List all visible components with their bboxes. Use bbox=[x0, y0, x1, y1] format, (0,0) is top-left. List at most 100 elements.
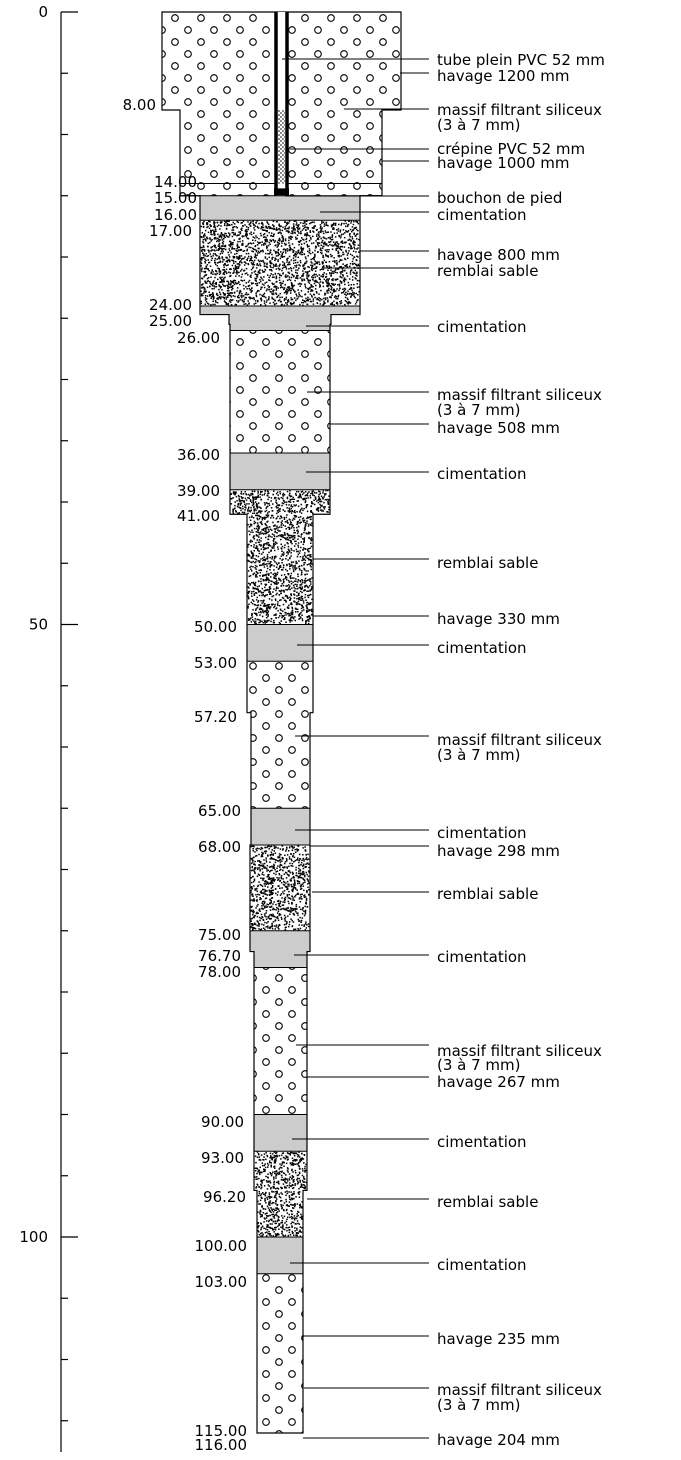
sand-grain bbox=[268, 917, 270, 919]
sand-grain bbox=[252, 532, 254, 534]
sand-grain bbox=[252, 848, 254, 850]
sand-grain bbox=[217, 297, 219, 299]
sand-grain bbox=[258, 854, 260, 856]
sand-grain bbox=[259, 585, 261, 587]
sand-grain bbox=[306, 274, 308, 276]
sand-grain bbox=[298, 876, 300, 878]
sand-grain bbox=[257, 530, 259, 532]
sand-grain bbox=[299, 865, 301, 867]
sand-grain bbox=[264, 493, 266, 495]
sand-grain bbox=[268, 299, 270, 301]
sand-grain bbox=[330, 238, 332, 240]
sand-grain bbox=[273, 622, 275, 624]
sand-grain bbox=[297, 521, 299, 523]
sand-grain bbox=[305, 623, 307, 625]
sand-grain bbox=[295, 578, 297, 580]
sand-grain bbox=[275, 575, 277, 577]
sand-grain bbox=[276, 493, 278, 495]
sand-grain bbox=[239, 241, 241, 243]
sand-grain bbox=[285, 850, 287, 852]
sand-grain bbox=[280, 293, 282, 295]
sand-grain bbox=[277, 912, 279, 914]
sand-grain bbox=[296, 604, 298, 606]
sand-grain bbox=[347, 258, 349, 260]
sand-grain bbox=[273, 582, 275, 584]
sand-grain bbox=[322, 497, 324, 499]
sand-grain bbox=[262, 868, 264, 870]
sand-grain bbox=[340, 231, 342, 233]
sand-grain bbox=[305, 229, 307, 231]
sand-grain bbox=[272, 274, 274, 276]
sand-grain bbox=[297, 588, 299, 590]
sand-grain bbox=[349, 278, 351, 280]
sand-grain bbox=[291, 510, 293, 512]
sand-grain bbox=[272, 897, 274, 899]
sand-grain bbox=[229, 248, 231, 250]
sand-grain bbox=[274, 531, 276, 533]
sand-grain bbox=[285, 909, 287, 911]
sand-grain bbox=[275, 264, 277, 266]
sand-grain bbox=[294, 601, 296, 603]
sand-grain bbox=[270, 561, 272, 563]
sand-grain bbox=[274, 303, 276, 305]
sand-grain bbox=[296, 238, 298, 240]
sand-grain bbox=[267, 547, 269, 549]
sand-grain bbox=[264, 915, 266, 917]
sand-grain bbox=[214, 249, 216, 251]
sand-grain bbox=[269, 563, 271, 565]
sand-grain bbox=[307, 251, 309, 253]
sand-grain bbox=[322, 255, 324, 257]
sand-grain bbox=[281, 497, 283, 499]
sand-grain bbox=[288, 901, 290, 903]
sand-grain bbox=[287, 915, 289, 917]
sand-grain bbox=[245, 498, 247, 500]
sand-grain bbox=[271, 882, 273, 884]
sand-grain bbox=[281, 897, 283, 899]
sand-grain bbox=[291, 884, 293, 886]
sand-grain bbox=[295, 541, 297, 543]
sand-grain bbox=[259, 608, 261, 610]
sand-grain bbox=[301, 874, 303, 876]
sand-grain bbox=[260, 250, 262, 252]
sand-grain bbox=[278, 903, 280, 905]
sand-grain bbox=[351, 294, 353, 296]
sand-grain bbox=[318, 231, 320, 233]
sand-grain bbox=[297, 576, 299, 578]
sand-grain bbox=[246, 253, 248, 255]
sand-grain bbox=[292, 897, 294, 899]
sand-grain bbox=[204, 268, 206, 270]
sand-grain bbox=[257, 300, 259, 302]
sand-grain bbox=[304, 582, 306, 584]
sand-grain bbox=[207, 287, 209, 289]
sand-grain bbox=[355, 227, 357, 229]
sand-grain bbox=[264, 547, 266, 549]
sand-grain bbox=[265, 297, 267, 299]
sand-grain bbox=[266, 573, 268, 575]
sand-grain bbox=[240, 500, 242, 502]
sand-grain bbox=[322, 263, 324, 265]
sand-grain bbox=[259, 620, 261, 622]
sand-grain bbox=[252, 587, 254, 589]
sand-grain bbox=[204, 250, 206, 252]
sand-grain bbox=[214, 234, 216, 236]
sand-grain bbox=[293, 587, 295, 589]
sand-grain bbox=[275, 292, 277, 294]
sand-grain bbox=[234, 292, 236, 294]
sand-grain bbox=[278, 224, 280, 226]
sand-grain bbox=[240, 299, 242, 301]
sand-grain bbox=[307, 580, 309, 582]
sand-grain bbox=[357, 280, 359, 282]
sand-grain bbox=[283, 904, 285, 906]
sand-grain bbox=[223, 281, 225, 283]
sand-grain bbox=[251, 582, 253, 584]
sand-grain bbox=[288, 240, 290, 242]
sand-grain bbox=[270, 291, 272, 293]
sand-grain bbox=[271, 857, 273, 859]
sand-grain bbox=[263, 865, 265, 867]
sand-grain bbox=[313, 298, 315, 300]
sand-grain bbox=[201, 294, 203, 296]
sand-grain bbox=[348, 250, 350, 252]
sand-grain bbox=[237, 263, 239, 265]
sand-grain bbox=[276, 924, 278, 926]
sand-grain bbox=[267, 612, 269, 614]
